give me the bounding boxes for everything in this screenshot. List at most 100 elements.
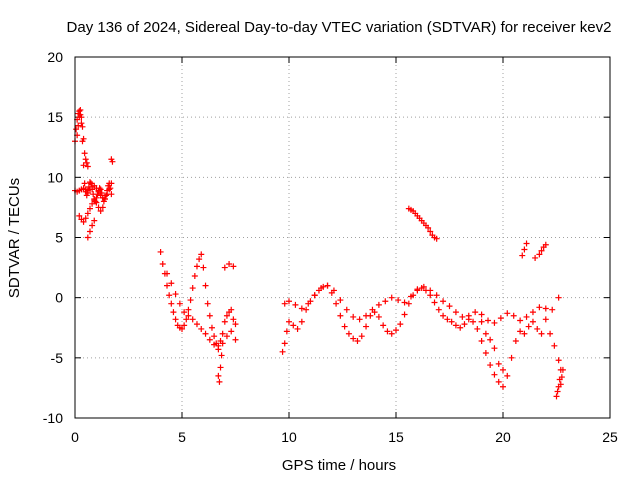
data-point bbox=[318, 285, 325, 292]
data-point bbox=[495, 378, 502, 385]
data-point bbox=[538, 247, 545, 254]
data-point bbox=[431, 299, 438, 306]
data-point bbox=[170, 309, 177, 316]
data-point bbox=[532, 254, 539, 261]
data-point bbox=[553, 393, 560, 400]
data-point bbox=[89, 222, 96, 229]
data-point bbox=[558, 374, 565, 381]
data-point bbox=[95, 188, 102, 195]
data-point bbox=[208, 324, 215, 331]
data-point bbox=[303, 306, 310, 313]
x-axis-label: GPS time / hours bbox=[282, 457, 396, 474]
data-point bbox=[93, 185, 100, 192]
data-point bbox=[448, 318, 455, 325]
data-point bbox=[337, 297, 344, 304]
data-point bbox=[103, 192, 110, 199]
data-point bbox=[495, 360, 502, 367]
data-point bbox=[525, 323, 532, 330]
data-point bbox=[542, 305, 549, 312]
data-point bbox=[358, 333, 365, 340]
data-point bbox=[508, 354, 515, 361]
y-tick-label: -5 bbox=[51, 350, 64, 366]
plot-frame bbox=[74, 56, 611, 419]
data-point bbox=[159, 260, 166, 267]
data-point bbox=[217, 364, 224, 371]
data-point bbox=[414, 286, 421, 293]
x-tick-label: 0 bbox=[71, 429, 79, 445]
data-point bbox=[401, 311, 408, 318]
data-point bbox=[333, 300, 340, 307]
data-point bbox=[350, 313, 357, 320]
data-point bbox=[281, 340, 288, 347]
data-point bbox=[109, 158, 116, 165]
data-point bbox=[380, 322, 387, 329]
data-point bbox=[232, 321, 239, 328]
axis-ticks: 0 5 10 15 20 25 -10 -5 0 5 10 15 20 bbox=[43, 49, 618, 445]
data-point bbox=[215, 372, 222, 379]
data-point bbox=[283, 328, 290, 335]
data-point bbox=[517, 328, 524, 335]
x-tick-label: 20 bbox=[495, 429, 511, 445]
data-point bbox=[523, 313, 530, 320]
data-point bbox=[91, 217, 98, 224]
data-point bbox=[79, 123, 86, 130]
data-point bbox=[279, 348, 286, 355]
data-point bbox=[407, 293, 414, 300]
data-point bbox=[491, 319, 498, 326]
data-point bbox=[286, 298, 292, 305]
data-point bbox=[211, 341, 218, 348]
data-point bbox=[446, 303, 453, 310]
data-point bbox=[73, 126, 80, 133]
x-tick-label: 15 bbox=[388, 429, 404, 445]
data-point bbox=[189, 316, 196, 323]
data-point bbox=[164, 282, 171, 289]
data-point bbox=[487, 362, 494, 369]
data-point bbox=[219, 330, 226, 337]
data-point bbox=[557, 381, 564, 388]
data-point bbox=[487, 336, 494, 343]
data-point bbox=[168, 280, 175, 287]
data-point bbox=[193, 321, 200, 328]
data-point bbox=[101, 195, 108, 202]
y-tick-label: 15 bbox=[47, 109, 63, 125]
data-point bbox=[88, 180, 95, 187]
data-point bbox=[189, 285, 196, 292]
data-point bbox=[354, 337, 361, 344]
data-point bbox=[185, 306, 192, 313]
data-point bbox=[97, 208, 104, 215]
data-point bbox=[80, 135, 87, 142]
data-point bbox=[221, 318, 228, 325]
data-point bbox=[86, 205, 93, 212]
data-point bbox=[221, 264, 228, 271]
data-point bbox=[440, 298, 447, 305]
data-point bbox=[491, 371, 498, 378]
data-point bbox=[107, 185, 114, 192]
data-point bbox=[440, 312, 447, 319]
y-tick-label: 5 bbox=[55, 230, 63, 246]
data-point bbox=[86, 228, 93, 235]
data-point bbox=[216, 378, 223, 385]
data-point bbox=[292, 301, 299, 308]
data-point bbox=[345, 330, 352, 337]
data-point bbox=[459, 313, 466, 320]
data-point bbox=[433, 292, 440, 299]
data-point bbox=[559, 366, 566, 373]
data-point bbox=[218, 352, 225, 359]
data-point bbox=[427, 228, 434, 235]
data-point bbox=[393, 327, 399, 334]
data-point bbox=[382, 298, 389, 305]
data-point bbox=[363, 323, 370, 330]
data-point bbox=[187, 297, 194, 304]
data-point bbox=[420, 283, 427, 290]
data-point bbox=[290, 322, 297, 329]
data-point bbox=[504, 310, 511, 317]
data-point bbox=[294, 325, 301, 332]
data-point bbox=[215, 346, 222, 353]
data-point bbox=[395, 297, 402, 304]
data-point bbox=[500, 383, 506, 390]
data-point bbox=[226, 260, 233, 267]
data-point bbox=[369, 306, 376, 313]
data-point bbox=[555, 357, 562, 364]
data-point bbox=[183, 316, 190, 323]
data-point bbox=[375, 301, 382, 308]
